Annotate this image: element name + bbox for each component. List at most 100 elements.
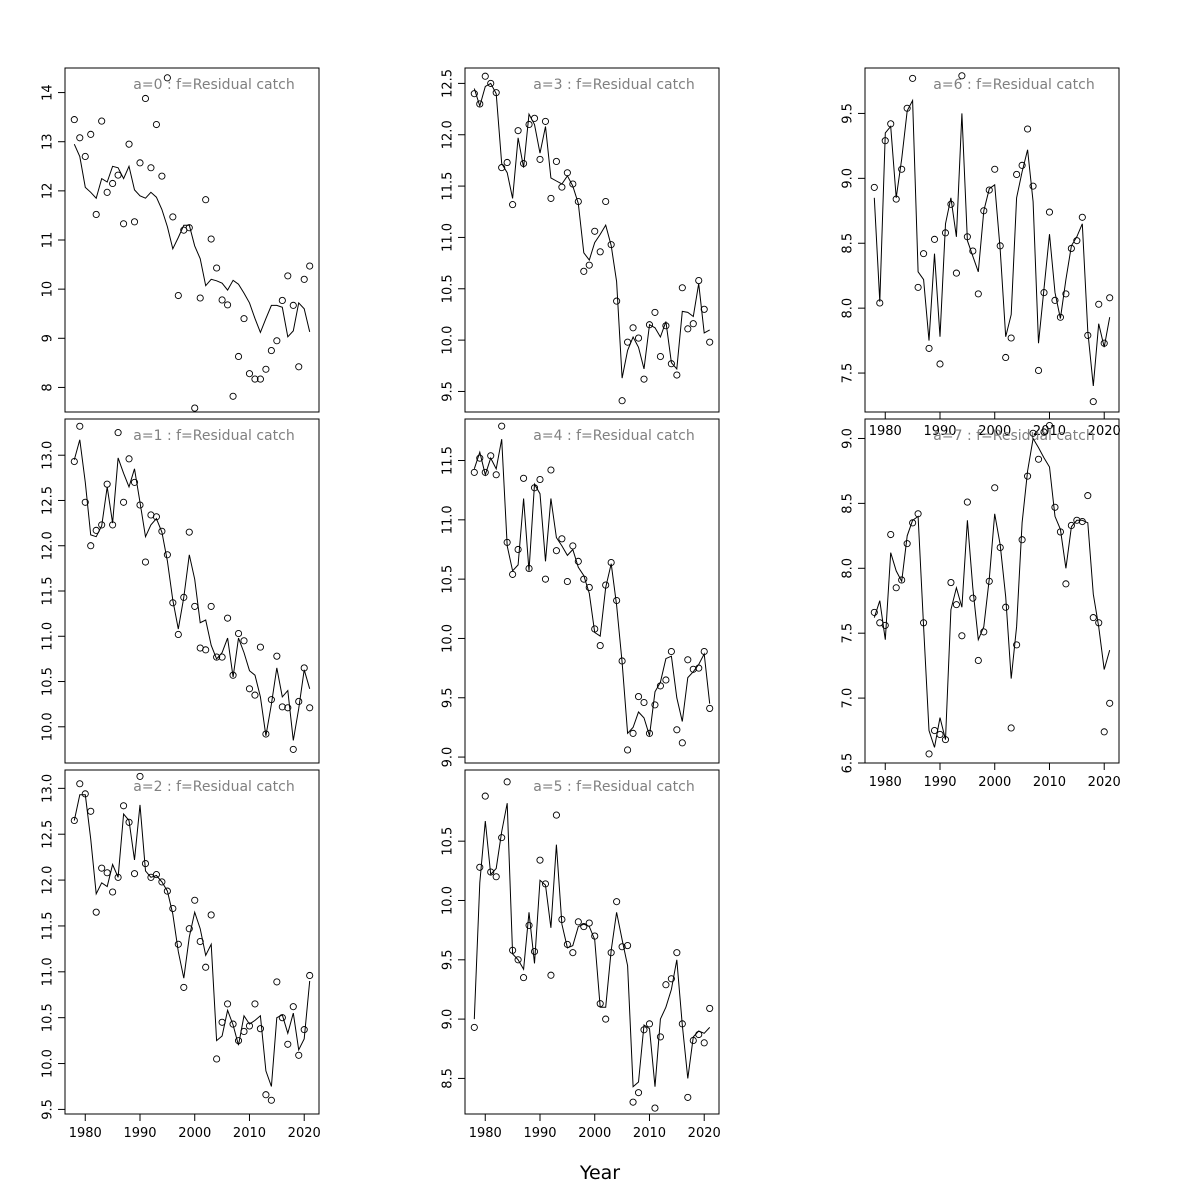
data-point	[700, 1039, 708, 1047]
data-point	[996, 242, 1004, 250]
data-point	[147, 164, 155, 172]
data-point	[920, 619, 928, 627]
data-point	[284, 1040, 292, 1048]
data-point	[234, 352, 243, 361]
data-point	[300, 664, 308, 672]
data-point	[930, 726, 939, 735]
y-tick-label: 9.5	[41, 1099, 56, 1120]
data-point	[1013, 170, 1021, 178]
data-point	[306, 704, 314, 712]
data-point	[1029, 429, 1037, 437]
data-point	[1062, 580, 1070, 588]
panel-frame	[864, 67, 1120, 413]
y-tick-label: 10	[41, 281, 56, 298]
data-point	[870, 608, 878, 616]
data-point	[525, 921, 533, 929]
data-point	[941, 736, 950, 744]
data-point	[558, 183, 566, 191]
data-point	[552, 157, 560, 165]
y-tick-label: 8	[41, 383, 56, 391]
data-point	[706, 704, 714, 712]
data-point	[109, 179, 117, 188]
data-point	[634, 1089, 643, 1097]
y-tick-label: 10.5	[441, 274, 456, 303]
data-point	[245, 685, 254, 693]
data-point	[470, 90, 478, 98]
data-point	[936, 730, 944, 738]
data-point	[569, 949, 577, 957]
data-point	[114, 429, 122, 437]
data-point	[667, 647, 675, 656]
data-point	[169, 599, 177, 607]
data-point	[1062, 290, 1070, 298]
data-point	[591, 625, 599, 633]
data-point	[158, 527, 166, 535]
data-point	[185, 925, 193, 933]
data-point	[300, 275, 308, 283]
data-point	[125, 140, 133, 148]
data-point	[602, 1015, 610, 1023]
data-point	[273, 652, 281, 660]
data-point	[213, 264, 221, 272]
data-point	[1013, 641, 1021, 649]
data-point	[476, 100, 484, 108]
y-tick-label: 10.0	[441, 624, 456, 653]
chart-panel-a5: a=5 : f=Residual catch 8.5 9.0 9.5 10.0 10.5 1…	[441, 769, 721, 1141]
data-point	[481, 468, 489, 476]
data-point	[295, 1051, 303, 1059]
data-point	[163, 887, 171, 895]
data-point	[136, 501, 144, 509]
data-point	[591, 932, 599, 940]
y-tick-label: 12.5	[441, 69, 456, 98]
data-point	[163, 74, 171, 82]
data-point	[656, 1033, 664, 1041]
data-point	[169, 213, 177, 221]
data-point	[914, 510, 922, 518]
data-point	[207, 602, 215, 610]
y-tick-label: 7.5	[841, 363, 856, 384]
data-point	[547, 971, 555, 979]
data-point	[662, 981, 670, 989]
data-point	[596, 642, 604, 650]
y-tick-label: 12.0	[41, 866, 56, 895]
data-point	[925, 344, 933, 352]
data-point	[234, 1037, 243, 1045]
panel-frame	[864, 418, 1120, 764]
data-point	[541, 575, 550, 583]
y-tick-label: 10.0	[441, 886, 456, 915]
data-point	[92, 908, 100, 916]
data-point	[503, 158, 511, 167]
y-tick-label: 9.5	[841, 103, 856, 124]
y-tick-label: 11.5	[441, 446, 456, 475]
data-point	[202, 646, 210, 654]
data-point	[985, 186, 993, 194]
chart-panel-a0: a=0 : f=Residual catch 8 9 10 11 12 13 14	[41, 67, 320, 413]
data-point	[530, 947, 539, 956]
y-tick-label: 12.5	[41, 486, 56, 515]
data-point	[678, 739, 686, 747]
data-point	[1034, 366, 1043, 375]
x-tick-label: 2010	[233, 1126, 266, 1141]
data-point	[1095, 300, 1103, 308]
y-tick-label: 8.5	[841, 233, 856, 254]
data-point	[1040, 428, 1048, 436]
data-point	[1100, 339, 1108, 347]
data-point	[509, 570, 517, 578]
data-point	[240, 315, 248, 323]
data-point	[229, 392, 237, 400]
data-point	[541, 117, 550, 125]
data-point	[991, 484, 999, 492]
data-point	[558, 915, 566, 924]
data-point	[103, 480, 111, 488]
data-point	[574, 918, 582, 926]
data-point	[580, 923, 588, 931]
data-point	[618, 397, 626, 405]
data-point	[974, 290, 982, 298]
y-tick-label: 11.5	[441, 172, 456, 201]
data-point	[1073, 237, 1081, 245]
data-point	[213, 1055, 221, 1063]
data-point	[1040, 289, 1048, 297]
data-point	[876, 299, 884, 307]
data-point	[1078, 518, 1086, 526]
data-point	[218, 1018, 226, 1026]
